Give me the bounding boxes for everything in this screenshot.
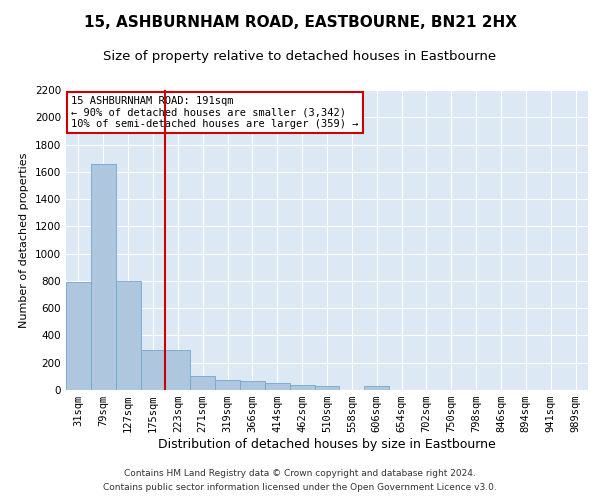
Text: 15, ASHBURNHAM ROAD, EASTBOURNE, BN21 2HX: 15, ASHBURNHAM ROAD, EASTBOURNE, BN21 2H… — [83, 15, 517, 30]
Bar — [215, 380, 240, 390]
Bar — [364, 386, 389, 390]
Bar — [116, 281, 140, 390]
Bar — [140, 350, 166, 390]
Bar — [240, 381, 265, 390]
Bar — [265, 382, 290, 390]
Bar — [290, 384, 314, 390]
Bar — [91, 164, 116, 390]
Text: 15 ASHBURNHAM ROAD: 191sqm
← 90% of detached houses are smaller (3,342)
10% of s: 15 ASHBURNHAM ROAD: 191sqm ← 90% of deta… — [71, 96, 359, 129]
Bar — [314, 386, 340, 390]
Bar — [190, 376, 215, 390]
Y-axis label: Number of detached properties: Number of detached properties — [19, 152, 29, 328]
Text: Contains public sector information licensed under the Open Government Licence v3: Contains public sector information licen… — [103, 484, 497, 492]
X-axis label: Distribution of detached houses by size in Eastbourne: Distribution of detached houses by size … — [158, 438, 496, 451]
Bar — [166, 350, 190, 390]
Text: Size of property relative to detached houses in Eastbourne: Size of property relative to detached ho… — [103, 50, 497, 63]
Text: Contains HM Land Registry data © Crown copyright and database right 2024.: Contains HM Land Registry data © Crown c… — [124, 468, 476, 477]
Bar — [66, 282, 91, 390]
